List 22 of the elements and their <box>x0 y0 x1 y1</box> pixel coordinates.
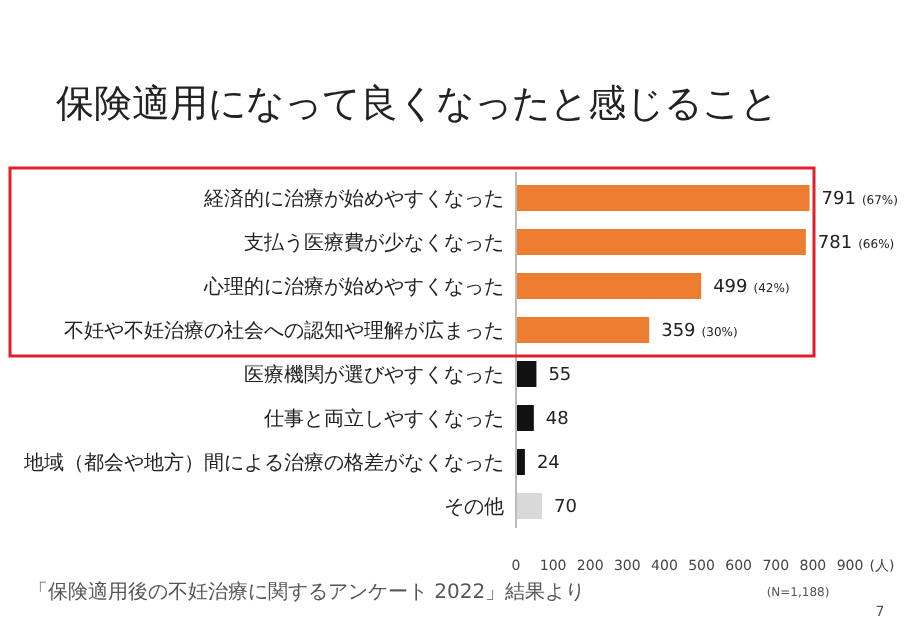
data-label: 70 <box>553 498 578 518</box>
bar <box>516 273 702 299</box>
bar <box>516 449 525 475</box>
bar <box>516 229 806 255</box>
data-label: 48 <box>545 410 570 430</box>
bar <box>516 185 810 211</box>
y-tick-label: 医療機関が選びやすくなった <box>244 363 504 387</box>
chart-title: 保険適用になって良くなったと感じること <box>56 82 778 126</box>
y-tick-label: 仕事と両立しやすくなった <box>264 407 504 431</box>
data-label: 24 <box>536 454 561 474</box>
y-tick-label: 経済的に治療が始めやすくなった <box>202 187 504 211</box>
y-tick-label: 地域（都会や地方）間による治療の格差がなくなった <box>22 451 504 475</box>
y-tick-label: 心理的に治療が始めやすくなった <box>202 275 504 299</box>
bar <box>516 317 650 343</box>
y-tick-label: その他 <box>444 495 504 519</box>
y-tick-label: 不妊や不妊治療の社会への認知や理解が広まった <box>64 319 504 343</box>
bar <box>516 493 542 519</box>
data-label: 55 <box>548 366 572 386</box>
bar <box>516 361 537 387</box>
text: 「保険適用後の不妊治療に関するアンケート 2022」結果より <box>28 580 586 604</box>
y-tick-label: 支払う医療費が少なくなった <box>244 231 504 255</box>
bar <box>516 405 534 431</box>
